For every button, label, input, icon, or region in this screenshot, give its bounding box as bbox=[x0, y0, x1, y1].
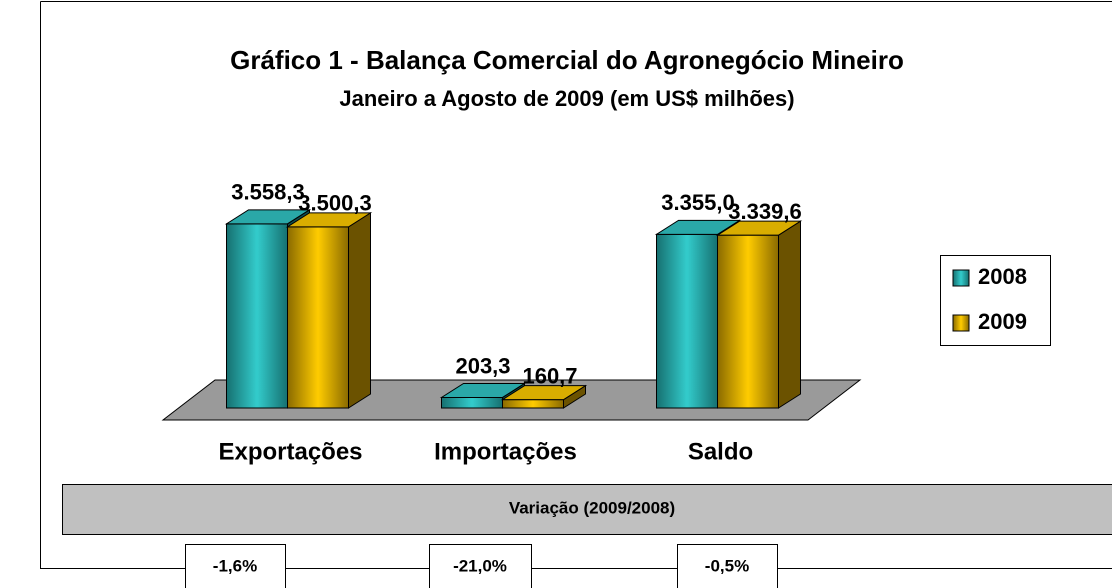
bar-top bbox=[500, 385, 588, 401]
legend-label: 2009 bbox=[978, 309, 1027, 334]
bar-front bbox=[441, 396, 503, 409]
bar-front bbox=[287, 226, 349, 409]
legend-swatch bbox=[952, 269, 970, 287]
bar-front bbox=[226, 223, 288, 409]
variation-label: -21,0% bbox=[453, 556, 507, 575]
bar-side bbox=[778, 220, 801, 409]
legend-label: 2008 bbox=[978, 264, 1027, 289]
value-label: 3.355,0 bbox=[661, 190, 734, 215]
variation-box bbox=[677, 544, 778, 588]
bar-top bbox=[715, 220, 803, 236]
value-label: 203,3 bbox=[455, 353, 510, 378]
bar-front bbox=[656, 233, 718, 409]
bar-side bbox=[348, 211, 371, 409]
bar-top bbox=[654, 219, 742, 235]
chart-subtitle: Janeiro a Agosto de 2009 (em US$ milhões… bbox=[339, 86, 794, 111]
x-tick-label: Importações bbox=[434, 438, 577, 465]
bar-top bbox=[439, 382, 527, 398]
chart-title: Gráfico 1 - Balança Comercial do Agroneg… bbox=[230, 45, 904, 75]
bar-front bbox=[502, 399, 564, 409]
variation-box bbox=[429, 544, 532, 588]
value-label: 3.558,3 bbox=[231, 180, 304, 205]
bar-front bbox=[717, 234, 779, 409]
variation-band bbox=[62, 484, 1112, 535]
value-label: 3.500,3 bbox=[298, 191, 371, 216]
variation-box bbox=[185, 544, 286, 588]
bar bbox=[500, 384, 588, 409]
bar-top bbox=[224, 209, 312, 225]
value-label: 160,7 bbox=[522, 363, 577, 388]
bar bbox=[715, 220, 803, 409]
legend-swatch bbox=[952, 314, 970, 332]
value-label: 3.339,6 bbox=[728, 199, 801, 224]
variation-title: Variação (2009/2008) bbox=[509, 498, 675, 517]
x-tick-label: Saldo bbox=[688, 438, 753, 465]
x-tick-label: Exportações bbox=[218, 438, 362, 465]
variation-label: -1,6% bbox=[213, 556, 257, 575]
bar-top bbox=[285, 212, 373, 228]
variation-label: -0,5% bbox=[705, 556, 749, 575]
bar bbox=[285, 211, 373, 409]
